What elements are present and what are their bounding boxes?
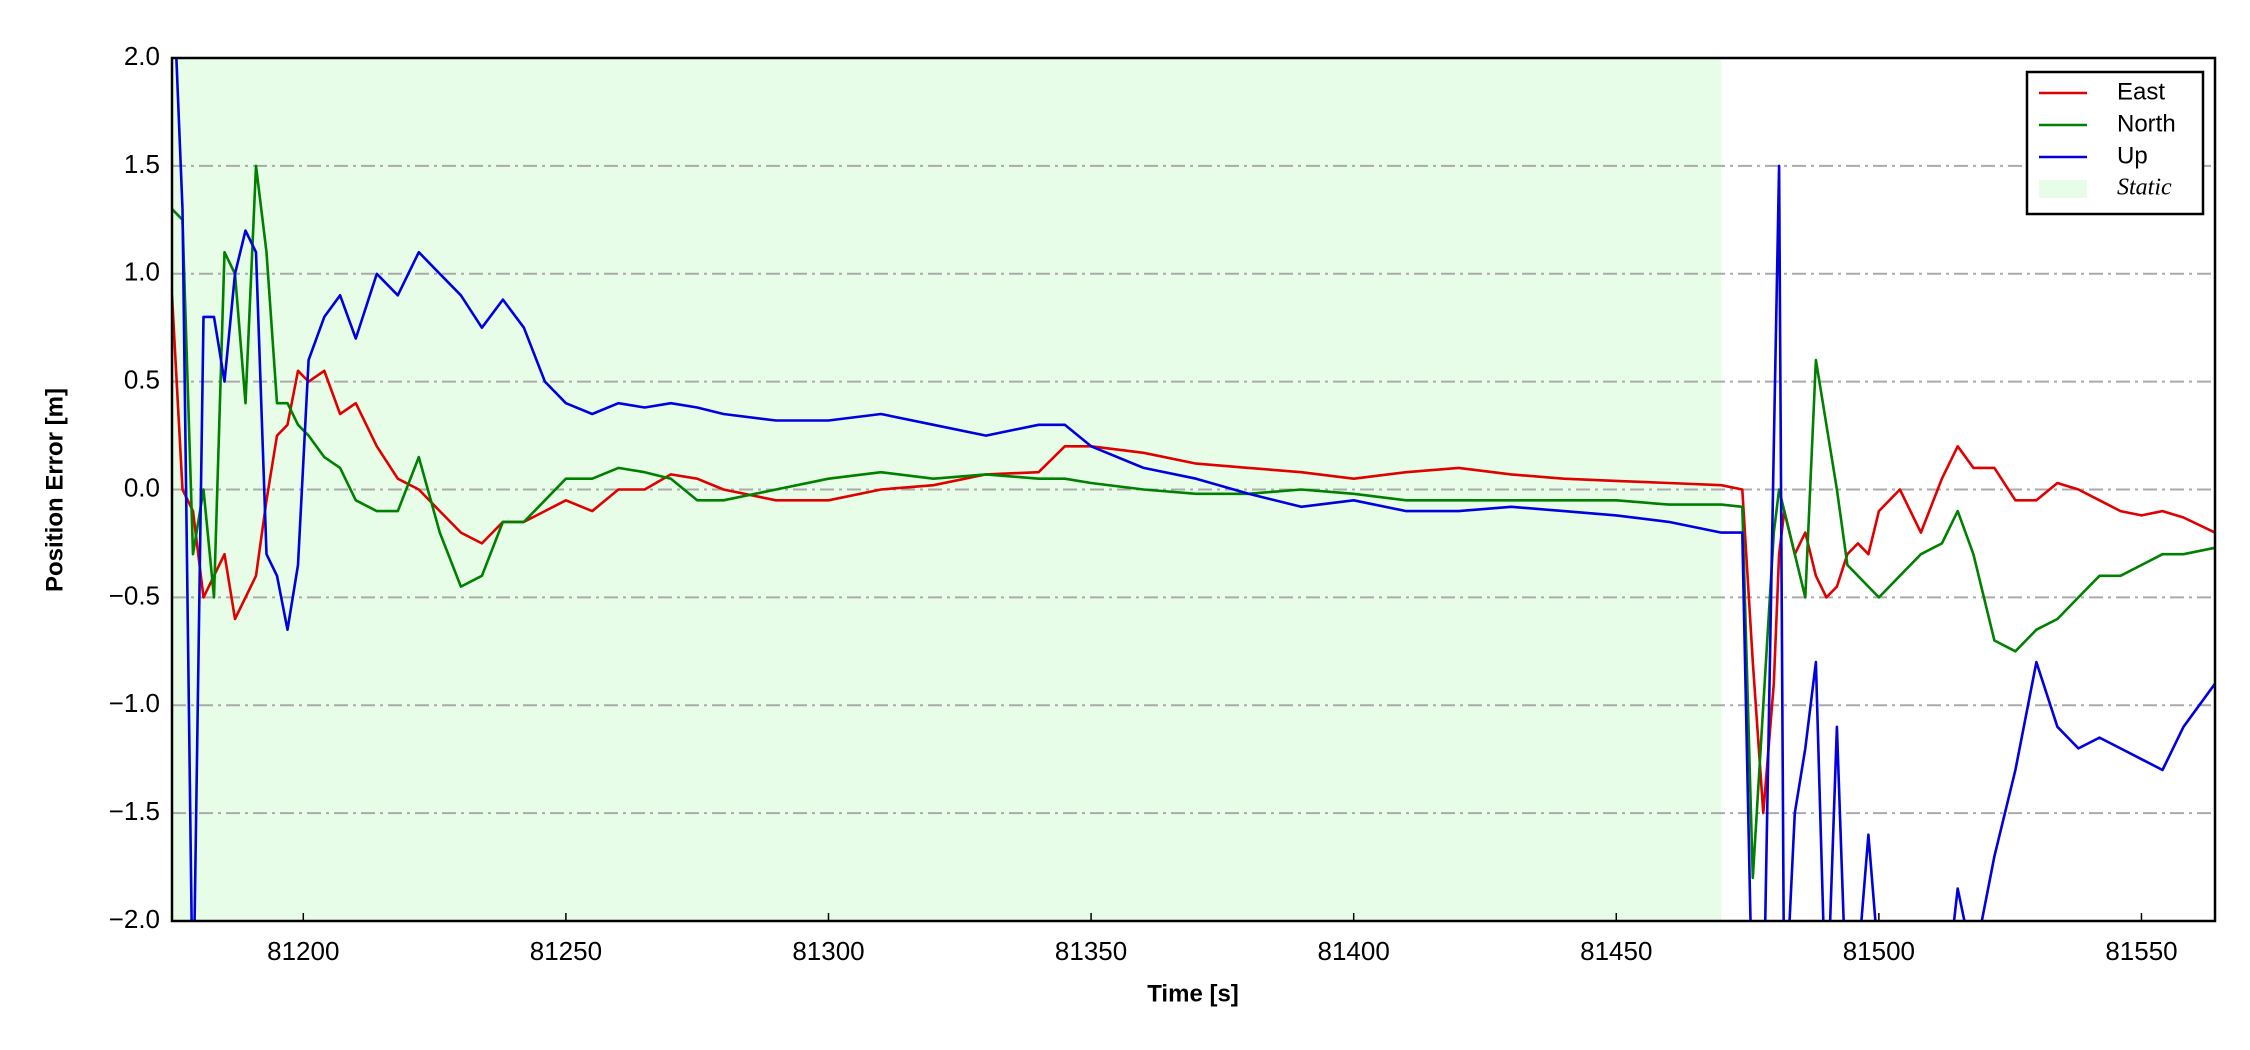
legend-box xyxy=(2025,70,2205,216)
y-tick-label: 2.0 xyxy=(124,41,160,71)
x-tick-label: 81500 xyxy=(1843,936,1915,966)
x-tick-label: 81250 xyxy=(530,936,602,966)
y-tick-label: −2.0 xyxy=(109,904,160,934)
legend-label: East xyxy=(2117,78,2165,105)
y-tick-label: 0.0 xyxy=(124,472,160,502)
x-tick-label: 81350 xyxy=(1055,936,1127,966)
x-tick-label: 81550 xyxy=(2105,936,2177,966)
y-tick-label: 1.0 xyxy=(124,257,160,287)
y-tick-label: −1.0 xyxy=(109,688,160,718)
x-axis-label: Time [s] xyxy=(1147,980,1239,1007)
legend-swatch xyxy=(2039,180,2087,198)
legend-label: North xyxy=(2117,110,2176,137)
shaded-region xyxy=(172,58,1722,921)
legend-label: Static xyxy=(2117,175,2172,201)
data-line xyxy=(172,164,2215,880)
x-tick-label: 81400 xyxy=(1318,936,1390,966)
legend-label: Up xyxy=(2117,142,2148,169)
y-tick-label: 1.5 xyxy=(124,149,160,179)
x-tick-label: 81450 xyxy=(1580,936,1652,966)
y-tick-label: −1.5 xyxy=(109,796,160,826)
plot-frame xyxy=(170,56,2217,923)
y-axis-label: Position Error [m] xyxy=(41,388,68,592)
y-tick-label: −0.5 xyxy=(109,580,160,610)
data-line xyxy=(172,295,2215,815)
data-line xyxy=(175,58,2215,921)
x-tick-label: 81300 xyxy=(792,936,864,966)
x-tick-label: 81200 xyxy=(267,936,339,966)
y-tick-label: 0.5 xyxy=(124,365,160,395)
plot-area xyxy=(172,58,2215,921)
